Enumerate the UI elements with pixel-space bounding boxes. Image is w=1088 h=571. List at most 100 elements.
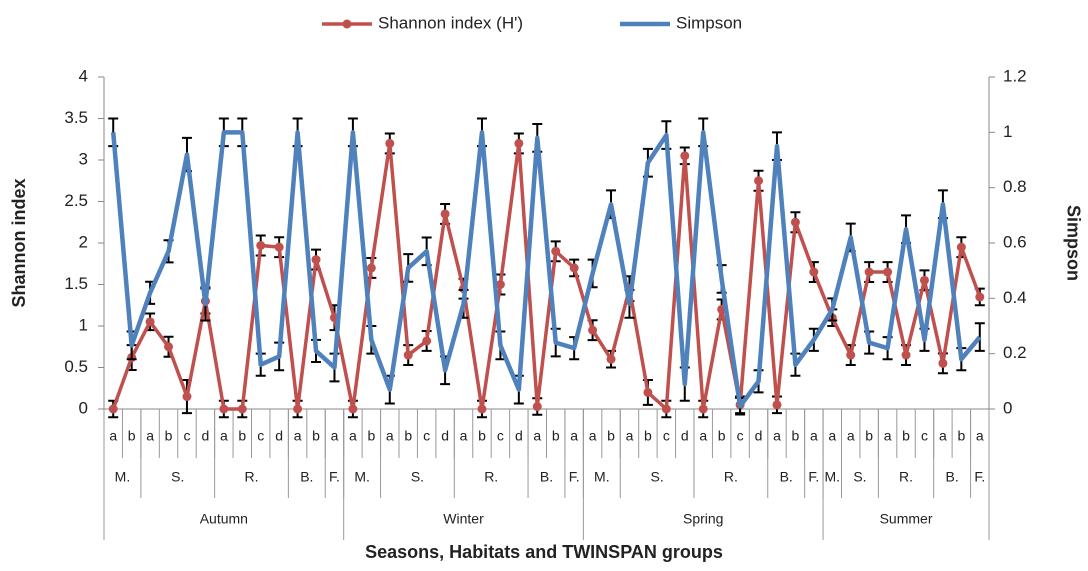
x-tick-label: b (792, 428, 800, 444)
x-tick-label: b (128, 428, 136, 444)
data-point (403, 350, 413, 360)
x-tick-label: b (165, 428, 173, 444)
x-tick-label: b (478, 428, 486, 444)
x-tick-label: b (552, 428, 560, 444)
y2-tick-label: 0.4 (1003, 288, 1027, 307)
x-tick-label: b (644, 428, 652, 444)
x-tick-label: a (976, 428, 984, 444)
data-point (108, 404, 118, 414)
x-tick-label: a (533, 428, 541, 444)
data-point (366, 263, 376, 273)
x-tick-label: c (423, 428, 430, 444)
x-tick-label: b (238, 428, 246, 444)
y-tick-label: 0.5 (64, 357, 88, 376)
x-tick-label: a (331, 428, 339, 444)
x-tick-label: b (404, 428, 412, 444)
data-point (311, 255, 321, 265)
x-tick-label: c (921, 428, 928, 444)
y-axis-title: Shannon index (9, 178, 29, 307)
x-tick-label: c (183, 428, 190, 444)
y2-tick-label: 0.2 (1003, 343, 1027, 362)
habitats-label: B. (300, 469, 313, 485)
data-point (680, 151, 690, 161)
series (108, 117, 985, 416)
data-point (588, 325, 598, 335)
data-point (164, 342, 174, 352)
y2-axis-title: Simpson (1063, 205, 1083, 281)
legend-label: Simpson (676, 13, 742, 32)
habitats-label: R. (245, 469, 259, 485)
habitats-label: B. (946, 469, 959, 485)
data-point (274, 242, 284, 252)
x-tick-label: a (294, 428, 302, 444)
x-tick-label: a (699, 428, 707, 444)
habitats-label: S. (171, 469, 184, 485)
data-point (551, 246, 561, 256)
x-tick-label: d (202, 428, 210, 444)
y-tick-label: 0 (79, 398, 88, 417)
data-point (477, 404, 487, 414)
data-point (883, 267, 893, 277)
habitats-label: B. (540, 469, 553, 485)
habitats-label: M. (594, 469, 610, 485)
seasons-label: Autumn (200, 511, 248, 527)
y2-tick-label: 0.8 (1003, 177, 1027, 196)
y-tick-label: 1.5 (64, 274, 88, 293)
legend-marker (342, 19, 352, 29)
data-point (864, 267, 874, 277)
habitats-label: S. (411, 469, 424, 485)
data-point (901, 350, 911, 360)
x-tick-label: d (515, 428, 523, 444)
data-point (956, 242, 966, 252)
data-point (606, 354, 616, 364)
seasons-label: Winter (443, 511, 484, 527)
data-point (385, 138, 395, 148)
y2-tick-label: 1.2 (1003, 66, 1027, 85)
y-tick-label: 4 (79, 66, 88, 85)
habitats-label: R. (484, 469, 498, 485)
data-point (790, 217, 800, 227)
x-tick-label: d (681, 428, 689, 444)
habitats-label: M. (354, 469, 370, 485)
habitats-label: F. (808, 469, 819, 485)
x-tick-label: a (109, 428, 117, 444)
y-tick-label: 2 (79, 232, 88, 251)
y2-tick-label: 1 (1003, 122, 1012, 141)
x-tick-label: c (663, 428, 670, 444)
data-point (237, 404, 247, 414)
habitats-label: B. (780, 469, 793, 485)
data-point (809, 267, 819, 277)
habitats-label: S. (651, 469, 664, 485)
x-tick-label: b (367, 428, 375, 444)
x-tick-label: b (902, 428, 910, 444)
y-tick-label: 1 (79, 315, 88, 334)
y-tick-label: 2.5 (64, 191, 88, 210)
x-tick-label: a (146, 428, 154, 444)
data-point (440, 209, 450, 219)
data-point (219, 404, 229, 414)
x-tick-label: a (460, 428, 468, 444)
data-point (661, 404, 671, 414)
data-point (495, 280, 505, 289)
data-point (422, 336, 432, 346)
habitats-label: M. (825, 469, 841, 485)
series (108, 132, 985, 419)
x-tick-label: a (884, 428, 892, 444)
habitats-label: R. (724, 469, 738, 485)
x-tick-label: b (865, 428, 873, 444)
x-tick-label: d (755, 428, 763, 444)
data-point (256, 240, 266, 250)
x-tick-label: d (275, 428, 283, 444)
x-tick-label: a (939, 428, 947, 444)
y2-tick-label: 0 (1003, 398, 1012, 417)
x-tick-label: b (957, 428, 965, 444)
seasons-label: Summer (880, 511, 933, 527)
x-tick-label: a (810, 428, 818, 444)
data-point (643, 387, 653, 397)
series-line (110, 130, 982, 409)
data-point (938, 358, 948, 368)
data-point (145, 317, 155, 327)
x-tick-label: b (312, 428, 320, 444)
error-bar (974, 322, 985, 352)
